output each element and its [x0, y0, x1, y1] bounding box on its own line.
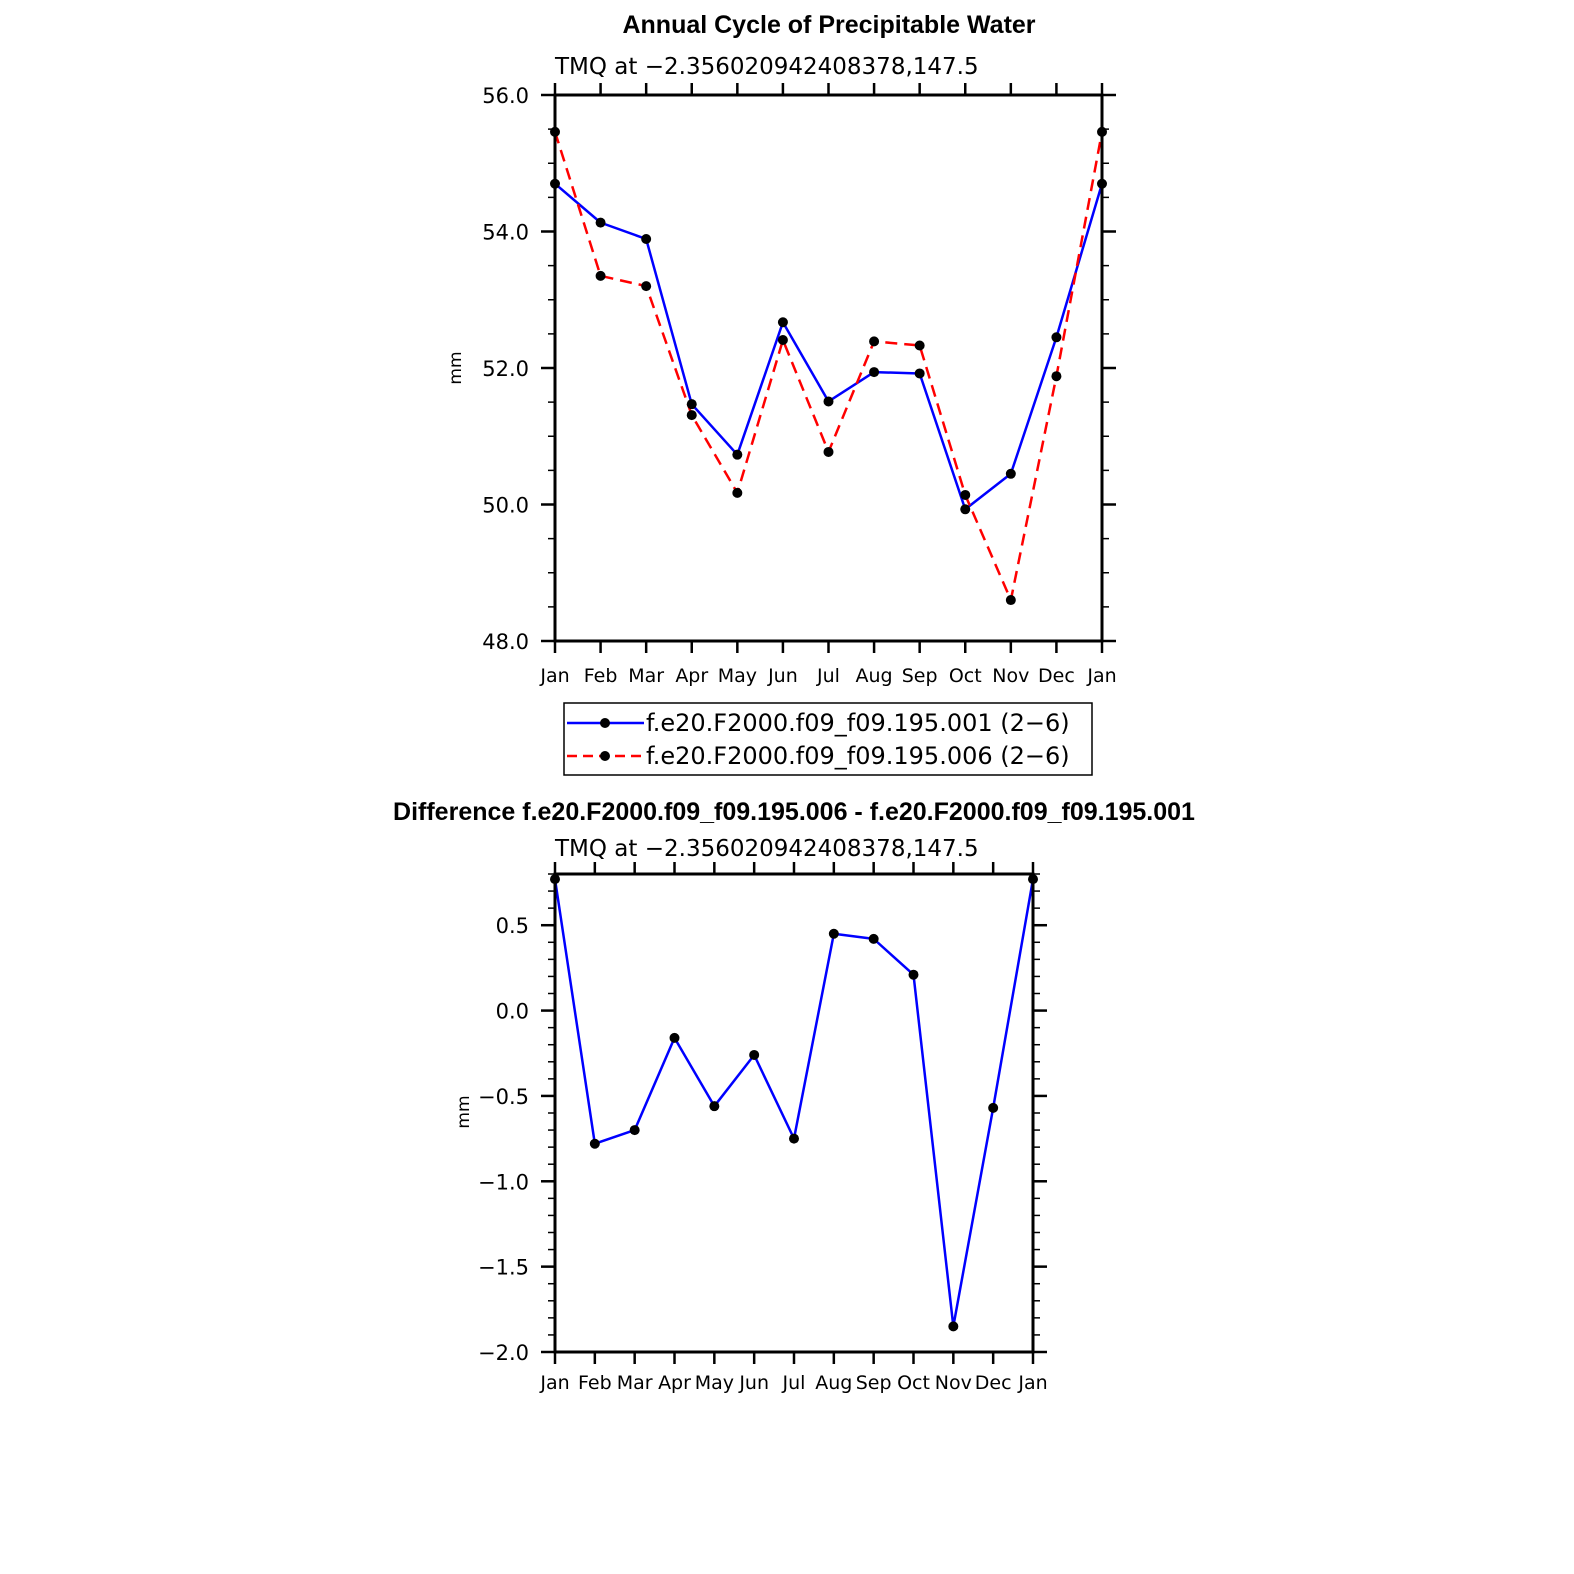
x-tick-label: Oct: [897, 1372, 930, 1394]
difference-chart: Difference f.e20.F2000.f09_f09.195.006 -…: [393, 798, 1195, 1394]
x-tick-label: Dec: [1038, 665, 1075, 687]
x-tick-label: Apr: [675, 665, 708, 687]
y-tick-label: 50.0: [482, 494, 529, 518]
x-tick-label: Mar: [617, 1372, 653, 1394]
y-tick-label: 56.0: [482, 84, 529, 108]
x-tick-label: May: [695, 1372, 734, 1394]
data-point: [960, 504, 971, 515]
y-axis-label: mm: [454, 1095, 474, 1128]
y-tick-label: −1.0: [478, 1170, 529, 1194]
series-line: [553, 878, 1035, 1328]
data-point: [777, 335, 788, 346]
x-tick-labels: Jan Feb Mar Apr May Jun Jul Aug Sep Oct Nov Dec Jan: [539, 1372, 1047, 1394]
y-tick-label: −2.0: [478, 1341, 529, 1365]
data-point: [589, 1138, 600, 1149]
series-line: [553, 131, 1104, 602]
data-point: [732, 449, 743, 460]
x-tick-label: Jan: [539, 665, 569, 687]
y-tick-labels: 48.0 50.0 52.0 54.0 56.0: [482, 84, 529, 654]
x-tick-label: Mar: [628, 665, 664, 687]
plot-frame: [553, 872, 1035, 1354]
x-tick-label: Oct: [949, 665, 982, 687]
x-tick-label: Jun: [767, 665, 798, 687]
data-point: [988, 1102, 999, 1113]
data-point: [641, 234, 652, 245]
data-point: [686, 399, 697, 410]
x-tick-label: Dec: [975, 1372, 1012, 1394]
data-point: [641, 281, 652, 292]
data-point: [1051, 332, 1062, 343]
data-point: [777, 317, 788, 328]
y-axis-label: mm: [446, 351, 466, 384]
legend-label-001: f.e20.F2000.f09_f09.195.001 (2−6): [646, 709, 1070, 737]
x-tick-label: Feb: [584, 665, 618, 687]
data-point: [595, 270, 606, 281]
y-tick-label: 54.0: [482, 221, 529, 245]
data-point: [709, 1101, 720, 1112]
chart-title: Annual Cycle of Precipitable Water: [622, 11, 1035, 39]
data-point: [1051, 371, 1062, 382]
data-point: [749, 1049, 760, 1060]
y-tick-label: 0.0: [496, 1000, 529, 1024]
x-tick-label: Jan: [1086, 665, 1116, 687]
data-point: [868, 933, 879, 944]
data-point: [629, 1125, 640, 1136]
x-tick-label: Nov: [992, 665, 1029, 687]
plot-frame: [553, 93, 1104, 643]
x-tick-label: Jul: [782, 1372, 806, 1394]
data-point: [823, 446, 834, 457]
data-point: [914, 340, 925, 351]
series-line: [554, 182, 1104, 511]
data-point: [869, 367, 880, 378]
data-point: [914, 368, 925, 379]
annual-cycle-chart: Annual Cycle of Precipitable Water TMQ a…: [446, 11, 1117, 687]
data-point: [789, 1133, 799, 1144]
series-lines: [550, 874, 1038, 1332]
legend-box: [563, 702, 1093, 776]
x-tick-label: Aug: [815, 1372, 852, 1394]
data-point: [1005, 595, 1016, 606]
x-tick-label: Feb: [578, 1372, 612, 1394]
x-tick-label: Nov: [935, 1372, 972, 1394]
x-tick-label: Sep: [902, 665, 938, 687]
x-tick-labels: Jan Feb Mar Apr May Jun Jul Aug Sep Oct Nov Dec Jan: [539, 665, 1116, 687]
x-tick-label: Jun: [738, 1372, 769, 1394]
x-tick-label: May: [718, 665, 757, 687]
x-tick-label: Jan: [539, 1372, 569, 1394]
x-tick-label: Jan: [1017, 1372, 1047, 1394]
legend-marker: [600, 751, 610, 761]
data-point: [908, 969, 919, 980]
y-tick-label: −1.5: [478, 1256, 529, 1280]
y-tick-label: 0.5: [496, 914, 529, 938]
x-tick-label: Apr: [658, 1372, 691, 1394]
data-point: [869, 336, 880, 347]
chart-title: Difference f.e20.F2000.f09_f09.195.006 -…: [393, 798, 1195, 826]
data-point: [669, 1032, 680, 1043]
y-tick-label: −0.5: [478, 1085, 529, 1109]
data-point: [960, 489, 971, 500]
tick-marks: [541, 862, 1047, 1364]
tick-marks: [541, 83, 1116, 653]
data-point: [1005, 468, 1016, 479]
y-tick-label: 52.0: [482, 357, 529, 381]
data-point: [948, 1321, 959, 1332]
data-point: [686, 410, 697, 421]
legend-marker: [600, 718, 610, 728]
chart-subtitle: TMQ at −2.356020942408378,147.5: [554, 54, 979, 80]
x-tick-label: Jul: [816, 665, 840, 687]
legend: f.e20.F2000.f09_f09.195.001 (2−6) f.e20.…: [563, 702, 1093, 776]
x-tick-label: Sep: [856, 1372, 892, 1394]
data-point: [828, 928, 839, 939]
x-tick-label: Aug: [856, 665, 893, 687]
chart-subtitle: TMQ at −2.356020942408378,147.5: [554, 836, 979, 862]
series-lines: [550, 126, 1107, 606]
legend-label-006: f.e20.F2000.f09_f09.195.006 (2−6): [646, 742, 1070, 770]
y-tick-labels: −2.0 −1.5 −1.0 −0.5 0.0 0.5: [478, 914, 529, 1365]
y-tick-label: 48.0: [482, 630, 529, 654]
data-point: [732, 487, 743, 498]
data-point: [595, 217, 606, 228]
data-point: [823, 396, 834, 407]
